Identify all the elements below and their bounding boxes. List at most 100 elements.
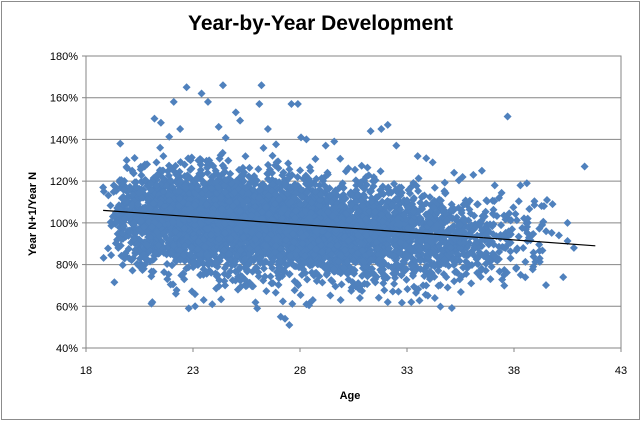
data-point <box>212 225 221 234</box>
data-point <box>487 262 496 271</box>
data-point <box>539 217 548 226</box>
data-point <box>147 223 156 232</box>
data-point <box>457 272 466 281</box>
data-point <box>357 161 366 170</box>
data-point <box>504 239 513 248</box>
data-point <box>294 281 303 290</box>
data-point <box>165 234 174 243</box>
data-point <box>315 201 324 210</box>
data-point <box>238 170 247 179</box>
data-point <box>270 224 279 233</box>
data-point <box>231 257 240 266</box>
data-point <box>186 250 195 259</box>
data-point <box>202 200 211 209</box>
data-point <box>180 224 189 233</box>
data-point <box>222 176 231 185</box>
data-point <box>512 216 521 225</box>
data-point <box>159 248 168 257</box>
data-point <box>152 181 161 190</box>
data-point <box>455 243 464 252</box>
data-point <box>134 200 143 209</box>
data-point <box>380 286 389 295</box>
data-point <box>489 240 498 249</box>
data-point <box>156 143 165 152</box>
data-point <box>323 217 332 226</box>
data-point <box>255 194 264 203</box>
data-point <box>465 205 474 214</box>
data-point <box>143 195 152 204</box>
data-point <box>142 240 151 249</box>
data-point <box>362 231 371 240</box>
data-point <box>422 199 431 208</box>
data-point <box>287 171 296 180</box>
data-point <box>192 174 201 183</box>
data-point <box>244 172 253 181</box>
data-point <box>306 180 315 189</box>
data-point <box>122 156 131 165</box>
data-point <box>211 257 220 266</box>
data-point <box>303 275 312 284</box>
data-point <box>456 287 465 296</box>
data-point <box>317 174 326 183</box>
data-point <box>286 251 295 260</box>
data-point <box>349 265 358 274</box>
data-point <box>446 206 455 215</box>
data-point <box>133 239 142 248</box>
data-point <box>218 161 227 170</box>
data-point <box>460 216 469 225</box>
data-point <box>130 219 139 228</box>
data-point <box>183 206 192 215</box>
data-point <box>354 279 363 288</box>
data-point <box>290 286 299 295</box>
data-point <box>201 185 210 194</box>
data-point <box>224 249 233 258</box>
data-point <box>378 217 387 226</box>
data-point <box>203 163 212 172</box>
data-point <box>119 222 128 231</box>
data-point <box>344 236 353 245</box>
data-point <box>195 256 204 265</box>
data-point <box>199 194 208 203</box>
data-point <box>99 183 108 192</box>
data-point <box>352 221 361 230</box>
data-point <box>460 238 469 247</box>
data-point <box>433 207 442 216</box>
data-point <box>327 256 336 265</box>
data-point <box>175 202 184 211</box>
data-point <box>291 214 300 223</box>
data-point <box>190 200 199 209</box>
data-point <box>563 236 572 245</box>
data-point <box>377 125 386 133</box>
data-point <box>258 208 267 217</box>
data-point <box>521 273 530 282</box>
data-point <box>221 133 230 142</box>
data-point <box>175 194 184 203</box>
data-point <box>262 287 271 296</box>
data-point <box>201 243 210 252</box>
data-point <box>158 173 167 182</box>
data-point <box>385 244 394 253</box>
data-point <box>530 201 539 210</box>
data-point <box>255 99 264 108</box>
data-point <box>477 226 486 235</box>
data-point <box>518 224 527 233</box>
data-point <box>321 262 330 271</box>
data-point <box>506 254 515 263</box>
data-point <box>166 204 175 213</box>
data-point <box>328 212 337 221</box>
data-point <box>241 254 250 263</box>
data-point <box>220 229 229 238</box>
data-point <box>388 287 397 296</box>
data-point <box>238 188 247 197</box>
data-point <box>370 218 379 227</box>
data-point <box>422 241 431 250</box>
data-point <box>152 158 161 167</box>
data-point <box>168 183 177 192</box>
data-point <box>355 285 364 294</box>
data-point <box>362 215 371 224</box>
data-point <box>365 249 374 258</box>
data-point <box>446 249 455 258</box>
data-point <box>200 179 209 188</box>
data-point <box>207 184 216 193</box>
data-point <box>367 256 376 265</box>
